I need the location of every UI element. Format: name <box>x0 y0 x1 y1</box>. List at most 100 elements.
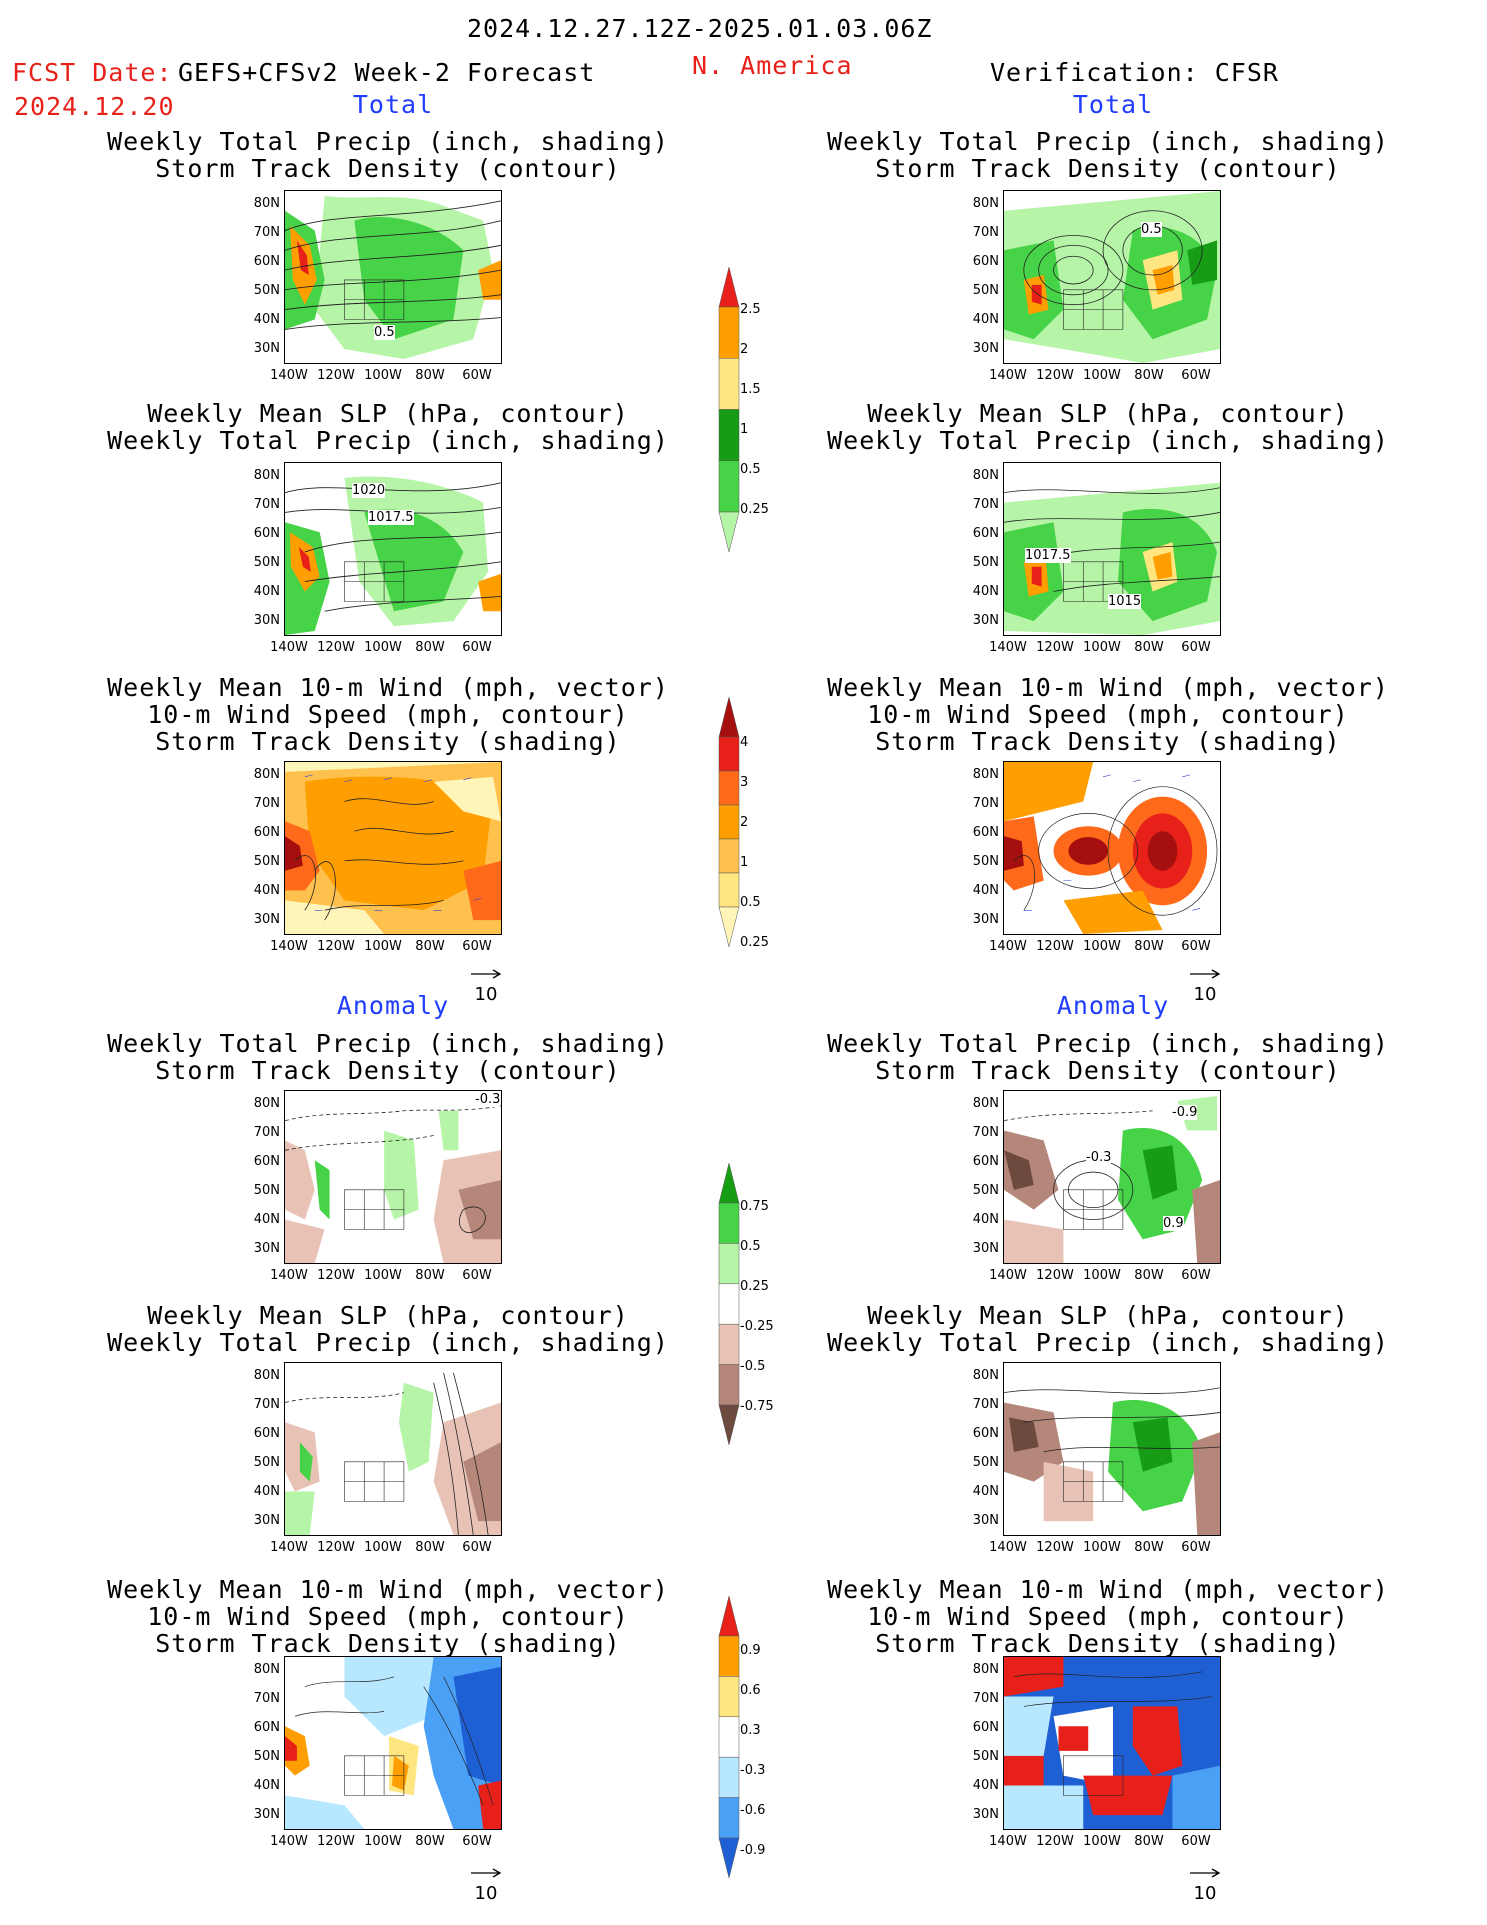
cb-storm-total-label-0: 4 <box>740 735 749 750</box>
lon-tick-label: 80W <box>1134 1268 1164 1283</box>
cb-precip-total-label-1: 2 <box>740 342 749 357</box>
lat-tick-label: 30N <box>972 613 999 628</box>
colorbar-precip-total <box>714 266 744 556</box>
lon-tick-label: 120W <box>317 640 355 655</box>
lon-tick-label: 100W <box>364 1268 402 1283</box>
cb-precip-total-label-0: 2.5 <box>740 302 761 317</box>
lat-tick-label: 80N <box>972 1368 999 1383</box>
lat-tick-label: 40N <box>972 1212 999 1227</box>
vector-ref-anom-left: 10 <box>466 1862 506 1904</box>
colorbar-swatch <box>718 1837 740 1879</box>
map-wind-storm-total-verification <box>1003 761 1221 935</box>
colorbar-storm-total-swatches <box>718 696 740 948</box>
contour-label: -0.9 <box>1172 1105 1198 1120</box>
lon-tick-label: 120W <box>317 1834 355 1849</box>
cb-storm-total-label-4: 0.5 <box>740 895 761 910</box>
cb-storm-anom-label-0: 0.9 <box>740 1643 761 1658</box>
title-precip-storm-anom-left: Weekly Total Precip (inch, shading) Stor… <box>107 1029 669 1085</box>
map-slp-precip-total-forecast <box>284 462 502 636</box>
lat-tick-label: 80N <box>972 767 999 782</box>
lat-tick-label: 50N <box>253 854 280 869</box>
map-slp-precip-anom-forecast <box>284 1362 502 1536</box>
lat-tick-label: 40N <box>972 1778 999 1793</box>
lon-tick-label: 140W <box>989 368 1027 383</box>
colorbar-swatch <box>718 838 740 874</box>
cb-storm-anom-label-4: -0.6 <box>740 1803 766 1818</box>
contour-label: 1020 <box>352 483 386 498</box>
colorbar-swatch <box>718 1162 740 1204</box>
colorbar-swatch <box>718 804 740 840</box>
lat-tick-label: 60N <box>253 254 280 269</box>
map-precip-storm-total-verification <box>1003 190 1221 364</box>
lat-tick-label: 40N <box>253 312 280 327</box>
cb-storm-total-label-3: 1 <box>740 855 749 870</box>
lat-tick-label: 50N <box>253 1749 280 1764</box>
lon-tick-label: 120W <box>1036 1540 1074 1555</box>
contour-label: 1017.5 <box>1025 548 1071 563</box>
lat-tick-label: 40N <box>253 1212 280 1227</box>
lon-tick-label: 120W <box>1036 368 1074 383</box>
forecast-name: GEFS+CFSv2 Week-2 Forecast <box>178 58 596 87</box>
lon-tick-label: 80W <box>1134 368 1164 383</box>
colorbar-swatch <box>718 872 740 908</box>
lat-tick-label: 30N <box>972 1241 999 1256</box>
lon-tick-label: 120W <box>1036 1834 1074 1849</box>
cb-precip-anom-label-4: -0.5 <box>740 1359 766 1374</box>
lat-tick-label: 30N <box>253 1241 280 1256</box>
colorbar-swatch <box>718 736 740 772</box>
lon-tick-label: 140W <box>270 640 308 655</box>
lat-tick-label: 60N <box>972 1154 999 1169</box>
lon-tick-label: 80W <box>415 1540 445 1555</box>
lat-tick-label: 60N <box>253 1720 280 1735</box>
colorbar-swatch <box>718 511 740 553</box>
lat-tick-label: 50N <box>972 283 999 298</box>
colorbar-storm-anom <box>714 1595 744 1882</box>
lon-tick-label: 60W <box>1181 939 1211 954</box>
lat-tick-label: 50N <box>972 1749 999 1764</box>
lon-tick-label: 120W <box>1036 640 1074 655</box>
section-anomaly-right: Anomaly <box>1056 991 1170 1020</box>
lat-tick-label: 80N <box>253 1096 280 1111</box>
section-total-right: Total <box>1072 90 1154 119</box>
cb-precip-anom-label-1: 0.5 <box>740 1239 761 1254</box>
lat-tick-label: 30N <box>253 1513 280 1528</box>
cb-precip-total-label-2: 1.5 <box>740 382 761 397</box>
lon-tick-label: 140W <box>989 939 1027 954</box>
lat-tick-label: 80N <box>972 1096 999 1111</box>
cb-precip-total-label-5: 0.25 <box>740 502 769 517</box>
lon-tick-label: 140W <box>989 1834 1027 1849</box>
lon-tick-label: 100W <box>364 1834 402 1849</box>
lat-tick-label: 30N <box>253 341 280 356</box>
lon-tick-label: 120W <box>317 368 355 383</box>
lon-tick-label: 140W <box>270 1540 308 1555</box>
lon-tick-label: 120W <box>1036 1268 1074 1283</box>
colorbar-swatch <box>718 1283 740 1325</box>
vector-ref-total-left: 10 <box>466 963 506 1005</box>
contour-label: 1015 <box>1108 594 1142 609</box>
title-slp-precip-total-left: Weekly Mean SLP (hPa, contour) Weekly To… <box>107 399 669 455</box>
region-title: N. America <box>692 51 853 80</box>
vector-ref-total-right: 10 <box>1185 963 1225 1005</box>
lat-tick-label: 70N <box>972 497 999 512</box>
title-wind-storm-anom-right: Weekly Mean 10-m Wind (mph, vector) 10-m… <box>827 1575 1389 1658</box>
contour-label: 0.5 <box>374 325 395 340</box>
lon-tick-label: 140W <box>989 640 1027 655</box>
vector-ref-arrow-icon <box>471 1868 502 1878</box>
lat-tick-label: 40N <box>972 312 999 327</box>
colorbar-swatch <box>718 1716 740 1758</box>
lat-tick-label: 70N <box>253 1691 280 1706</box>
lat-tick-label: 50N <box>253 555 280 570</box>
lat-tick-label: 50N <box>253 1455 280 1470</box>
vector-ref-arrow-icon <box>471 969 502 979</box>
lon-tick-label: 60W <box>462 368 492 383</box>
lon-tick-label: 60W <box>1181 1834 1211 1849</box>
colorbar-precip-total-swatches <box>718 266 740 553</box>
contour-label: -0.3 <box>1086 1150 1112 1165</box>
lon-tick-label: 100W <box>1083 1268 1121 1283</box>
lat-tick-label: 70N <box>253 1125 280 1140</box>
lat-tick-label: 70N <box>972 225 999 240</box>
cb-storm-total-label-1: 3 <box>740 775 749 790</box>
colorbar-swatch <box>718 1635 740 1677</box>
title-precip-storm-anom-right: Weekly Total Precip (inch, shading) Stor… <box>827 1029 1389 1085</box>
lat-tick-label: 60N <box>253 1154 280 1169</box>
